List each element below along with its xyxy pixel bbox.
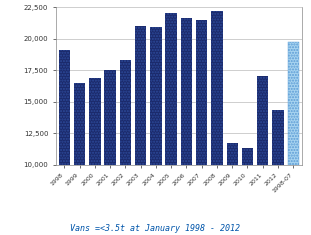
Bar <box>196 20 207 164</box>
Bar <box>59 50 70 164</box>
Bar <box>181 18 192 164</box>
Bar <box>150 27 162 164</box>
Bar <box>165 13 177 164</box>
Bar <box>242 148 253 164</box>
Bar <box>120 60 131 164</box>
Bar <box>74 83 85 164</box>
Bar <box>288 42 299 164</box>
Bar <box>257 76 268 164</box>
Bar <box>226 143 238 164</box>
Bar <box>211 11 223 164</box>
Bar <box>89 78 101 164</box>
Text: Vans =<3.5t at January 1998 - 2012: Vans =<3.5t at January 1998 - 2012 <box>71 224 240 233</box>
Bar <box>272 110 284 164</box>
Bar <box>135 26 146 164</box>
Bar <box>104 70 116 164</box>
